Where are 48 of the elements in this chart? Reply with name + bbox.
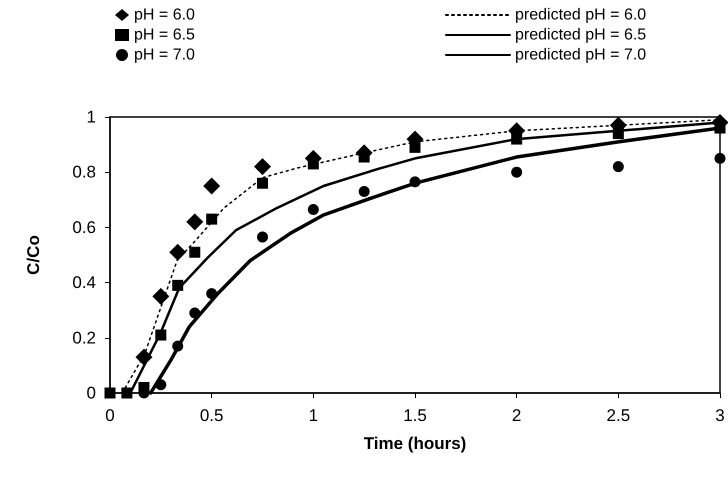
x-tick-label: 2.5 bbox=[606, 406, 630, 425]
y-tick-label: 0.8 bbox=[72, 162, 96, 182]
point bbox=[169, 244, 186, 261]
point bbox=[410, 176, 420, 188]
y-axis-title: C/Co bbox=[24, 235, 43, 275]
point bbox=[511, 166, 522, 178]
point bbox=[172, 340, 184, 352]
point bbox=[206, 214, 218, 225]
point bbox=[189, 246, 200, 258]
point bbox=[206, 288, 218, 300]
x-tick-label: 3 bbox=[715, 406, 725, 425]
legend-label: pH = 7.0 bbox=[134, 46, 196, 64]
point bbox=[410, 142, 420, 153]
point bbox=[254, 158, 271, 176]
legend-label: pH = 6.0 bbox=[134, 6, 196, 24]
legend-label: predicted pH = 6.5 bbox=[515, 26, 646, 44]
point bbox=[358, 186, 370, 198]
legend-label: predicted pH = 7.0 bbox=[515, 46, 646, 64]
point bbox=[155, 379, 166, 390]
point bbox=[135, 348, 152, 366]
point bbox=[612, 128, 624, 140]
point bbox=[186, 213, 204, 230]
point bbox=[189, 307, 200, 318]
x-tick-label: 1 bbox=[308, 406, 318, 425]
x-tick-label: 2 bbox=[512, 406, 522, 425]
y-tick-label: 0.4 bbox=[72, 273, 96, 292]
x-axis-title: Time (hours) bbox=[364, 434, 466, 453]
point bbox=[612, 161, 624, 172]
y-tick-label: 0 bbox=[86, 384, 96, 402]
point bbox=[121, 388, 132, 398]
point bbox=[203, 178, 220, 194]
x-tick-label: 0.5 bbox=[200, 406, 224, 425]
point bbox=[511, 134, 522, 145]
point bbox=[152, 288, 170, 305]
point bbox=[257, 232, 268, 243]
point bbox=[714, 152, 726, 164]
y-tick-label: 0.2 bbox=[72, 328, 96, 348]
y-tick-label: 0.6 bbox=[72, 218, 96, 237]
legend-label: pH = 6.5 bbox=[134, 26, 196, 44]
point bbox=[257, 178, 268, 189]
point bbox=[104, 388, 116, 398]
x-tick-label: 1.5 bbox=[403, 406, 427, 425]
x-tick-label: 0 bbox=[105, 406, 115, 425]
y-tick-label: 1 bbox=[86, 108, 96, 126]
point bbox=[172, 280, 184, 291]
point bbox=[155, 330, 166, 341]
point bbox=[308, 204, 319, 215]
legend-label: predicted pH = 6.0 bbox=[515, 6, 646, 24]
